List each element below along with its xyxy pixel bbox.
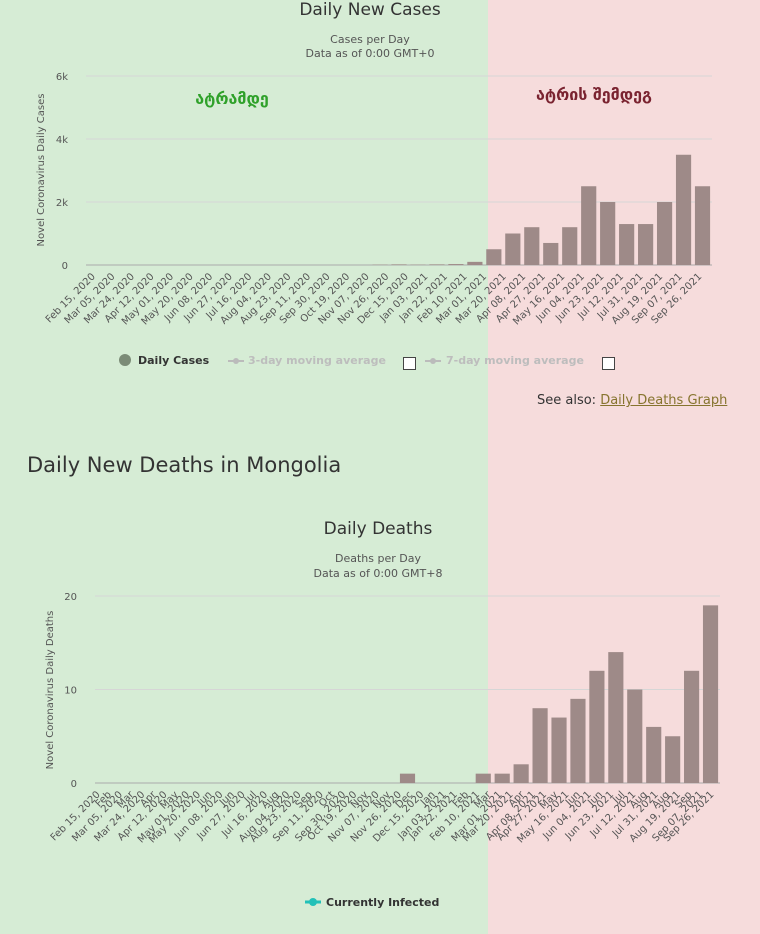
chart-title: Daily New Cases: [299, 0, 441, 20]
chart-subtitle-date: Data as of 0:00 GMT+8: [314, 567, 443, 580]
bar[interactable]: [475, 773, 491, 783]
y-axis-label: Novel Coronavirus Daily Cases: [36, 94, 47, 247]
legend-label: Currently Infected: [326, 896, 439, 909]
chart-subtitle-date: Data as of 0:00 GMT+0: [306, 47, 435, 60]
chart-subtitle: Deaths per Day: [335, 552, 421, 565]
bar[interactable]: [684, 670, 700, 783]
bar[interactable]: [551, 717, 567, 783]
after-label: ატრის შემდეგ: [536, 85, 652, 104]
y-tick-label: 10: [64, 686, 77, 697]
3day-average-checkbox[interactable]: [403, 357, 416, 370]
chart-title: Daily Deaths: [324, 519, 433, 539]
bar[interactable]: [524, 227, 540, 265]
bar[interactable]: [570, 698, 586, 783]
bar[interactable]: [562, 227, 578, 265]
bar[interactable]: [619, 224, 635, 265]
bar[interactable]: [646, 726, 662, 783]
bar[interactable]: [581, 186, 597, 265]
legend-3day-average[interactable]: 3-day moving average: [228, 354, 386, 367]
bar[interactable]: [391, 264, 407, 265]
bar[interactable]: [467, 261, 483, 265]
bar[interactable]: [486, 249, 502, 265]
chart-subtitle: Cases per Day: [330, 33, 410, 46]
see-also-prefix: See also:: [537, 393, 601, 408]
bar[interactable]: [589, 670, 605, 783]
legend-dot-icon: [119, 354, 131, 366]
legend-label: Daily Cases: [138, 354, 210, 367]
y-tick-label: 20: [64, 592, 77, 603]
bar[interactable]: [638, 224, 654, 265]
y-tick-label: 0: [71, 779, 77, 790]
y-tick-label: 0: [62, 261, 68, 272]
y-axis-label: Novel Coronavirus Daily Deaths: [45, 611, 56, 770]
bar[interactable]: [399, 773, 416, 783]
legend-dot-icon: [309, 898, 317, 906]
bar[interactable]: [627, 689, 643, 784]
y-tick-label: 2k: [56, 198, 68, 209]
daily-cases-chart: Daily New Cases Cases per Day Data as of…: [36, 0, 712, 367]
legend: Daily Cases 3-day moving average 7-day m…: [119, 354, 584, 367]
bar[interactable]: [494, 773, 510, 783]
y-tick-label: 6k: [56, 72, 68, 83]
see-also: See also: Daily Deaths Graph: [537, 393, 727, 408]
bar[interactable]: [608, 652, 624, 783]
legend-7day-average[interactable]: 7-day moving average: [425, 354, 584, 367]
bar[interactable]: [675, 154, 692, 265]
bar[interactable]: [702, 605, 719, 783]
bar[interactable]: [694, 186, 711, 265]
bar[interactable]: [513, 764, 529, 783]
section-title: Daily New Deaths in Mongolia: [27, 453, 342, 477]
bar[interactable]: [656, 202, 673, 265]
bar[interactable]: [448, 264, 464, 265]
legend-daily-cases[interactable]: Daily Cases: [119, 354, 210, 367]
bars: [372, 154, 711, 266]
bar[interactable]: [532, 708, 548, 783]
legend-label: 3-day moving average: [248, 354, 386, 367]
7day-average-checkbox[interactable]: [602, 357, 615, 370]
bar[interactable]: [505, 233, 521, 266]
bars: [399, 605, 719, 784]
legend-dot-icon: [430, 358, 436, 364]
legend-label: 7-day moving average: [446, 354, 584, 367]
bar[interactable]: [429, 264, 445, 265]
bar[interactable]: [600, 202, 616, 265]
y-ticks: 0 2k 4k 6k: [56, 72, 68, 272]
grid-lines: [95, 595, 720, 784]
y-tick-label: 4k: [56, 135, 68, 146]
before-label: ატრამდე: [195, 89, 268, 108]
daily-deaths-graph-link[interactable]: Daily Deaths Graph: [600, 393, 728, 408]
y-ticks: 0 10 20: [64, 592, 77, 790]
legend-currently-infected[interactable]: Currently Infected: [305, 896, 439, 909]
bar[interactable]: [665, 736, 681, 783]
bar[interactable]: [543, 242, 559, 265]
legend-dot-icon: [233, 358, 239, 364]
